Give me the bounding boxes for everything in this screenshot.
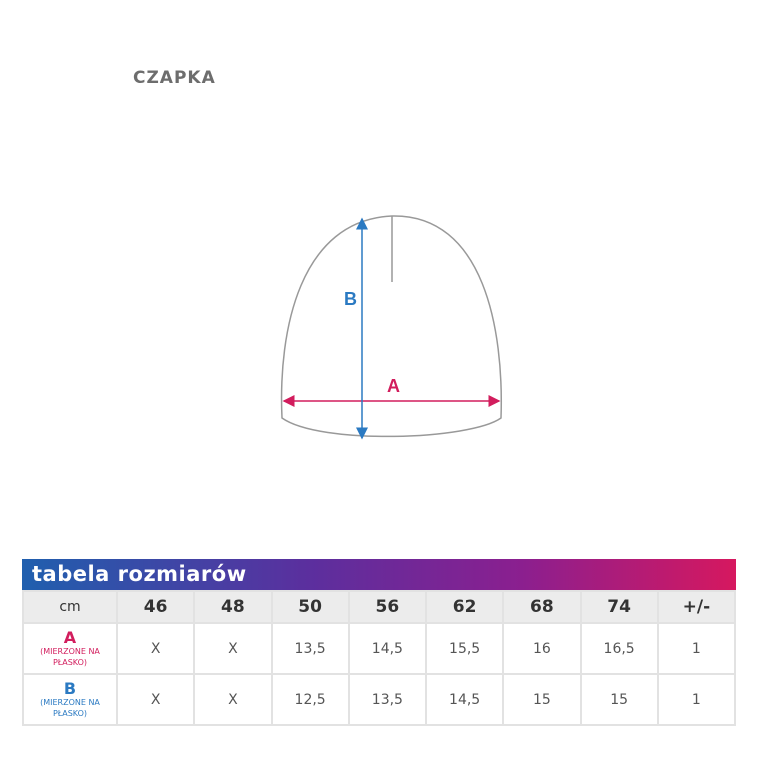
row-note: (MIERZONE NA PŁASKO) bbox=[40, 646, 100, 667]
table-cell: 14,5 bbox=[424, 673, 505, 726]
table-header-row: cm 46 48 50 56 62 68 74 +/- bbox=[22, 590, 737, 624]
size-header: 56 bbox=[347, 590, 428, 624]
table-cell: X bbox=[193, 673, 273, 726]
table-cell: X bbox=[115, 673, 196, 726]
table-cell: 1 bbox=[656, 673, 737, 726]
size-header: 62 bbox=[424, 590, 505, 624]
table-row-b: B (MIERZONE NA PŁASKO) X X 12,5 13,5 14,5… bbox=[22, 673, 737, 726]
row-label: A bbox=[63, 627, 77, 647]
table-cell: 16,5 bbox=[579, 622, 659, 675]
table-cell: 16 bbox=[502, 622, 582, 675]
label-a: A bbox=[387, 376, 400, 396]
table-cell: 15 bbox=[579, 673, 659, 726]
table-cell: 14,5 bbox=[347, 622, 428, 675]
hat-diagram: A B bbox=[280, 215, 503, 440]
unit-cell: cm bbox=[22, 590, 118, 624]
size-header: +/- bbox=[656, 590, 737, 624]
size-header: 68 bbox=[502, 590, 582, 624]
table-cell: X bbox=[115, 622, 196, 675]
size-header: 46 bbox=[115, 590, 196, 624]
table-cell: 13,5 bbox=[347, 673, 428, 726]
row-label-b: B (MIERZONE NA PŁASKO) bbox=[22, 673, 118, 726]
size-table: Tabela rozmiarów cm 46 48 50 56 62 68 74… bbox=[22, 559, 737, 726]
table-cell: 15 bbox=[502, 673, 582, 726]
table-row-a: A (MIERZONE NA PŁASKO) X X 13,5 14,5 15,5… bbox=[22, 622, 737, 675]
label-b: B bbox=[344, 289, 357, 309]
table-cell: 15,5 bbox=[424, 622, 505, 675]
table-cell: 1 bbox=[656, 622, 737, 675]
row-note: (MIERZONE NA PŁASKO) bbox=[40, 697, 100, 718]
table-cell: 13,5 bbox=[270, 622, 350, 675]
page-title: CZAPKA bbox=[133, 68, 216, 88]
row-label: B bbox=[63, 678, 77, 698]
hat-outline bbox=[280, 215, 503, 438]
table-heading: Tabela rozmiarów bbox=[22, 559, 736, 590]
table-cell: 12,5 bbox=[270, 673, 350, 726]
table-cell: X bbox=[193, 622, 273, 675]
row-label-a: A (MIERZONE NA PŁASKO) bbox=[22, 622, 118, 675]
size-header: 48 bbox=[193, 590, 273, 624]
size-header: 50 bbox=[270, 590, 350, 624]
size-header: 74 bbox=[579, 590, 659, 624]
